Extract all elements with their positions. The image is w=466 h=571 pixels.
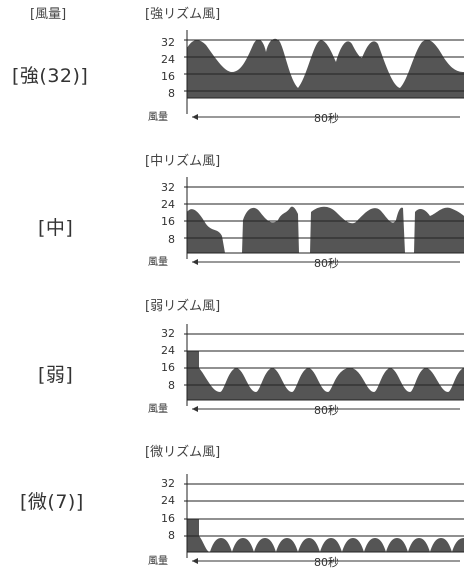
y-tick-label: 24 [161, 494, 175, 507]
level-label-medium: [中] [38, 217, 74, 239]
y-axis-label: 風量 [148, 257, 168, 268]
level-label-strong: [強(32)] [12, 65, 89, 87]
x-axis-duration-label: 80秒 [311, 113, 342, 124]
chart-title-strong: [強リズム風] [145, 7, 221, 22]
y-tick-label: 16 [161, 361, 175, 374]
chart-micro [184, 474, 464, 564]
level-label-weak: [弱] [38, 364, 74, 386]
y-tick-label: 32 [161, 327, 175, 340]
chart-medium [184, 177, 464, 265]
wind-profile-area [187, 206, 464, 253]
y-tick-label: 32 [161, 477, 175, 490]
y-tick-label: 16 [161, 215, 175, 228]
chart-strong [184, 30, 464, 120]
x-axis-duration-label: 80秒 [311, 557, 342, 568]
x-axis-duration-label: 80秒 [311, 405, 342, 416]
y-tick-label: 16 [161, 70, 175, 83]
wind-profile-area [187, 351, 464, 400]
y-tick-label: 24 [161, 344, 175, 357]
y-tick-label: 8 [168, 233, 175, 246]
y-tick-label: 8 [168, 87, 175, 100]
y-tick-label: 8 [168, 379, 175, 392]
level-label-micro: [微(7)] [20, 491, 84, 513]
wind-profile-area [187, 38, 464, 98]
y-tick-label: 24 [161, 53, 175, 66]
chart-title-medium: [中リズム風] [145, 154, 221, 169]
y-tick-label: 32 [161, 36, 175, 49]
y-tick-label: 24 [161, 198, 175, 211]
chart-title-micro: [微リズム風] [145, 445, 221, 460]
y-tick-label: 8 [168, 529, 175, 542]
y-axis-label: 風量 [148, 404, 168, 415]
wind-profile-area [187, 519, 464, 552]
chart-weak [184, 324, 464, 412]
y-tick-label: 16 [161, 512, 175, 525]
y-axis-label: 風量 [148, 112, 168, 123]
x-axis-duration-label: 80秒 [311, 258, 342, 269]
y-tick-label: 32 [161, 181, 175, 194]
y-axis-label: 風量 [148, 556, 168, 567]
column-header: [風量] [30, 7, 67, 22]
chart-title-weak: [弱リズム風] [145, 299, 221, 314]
